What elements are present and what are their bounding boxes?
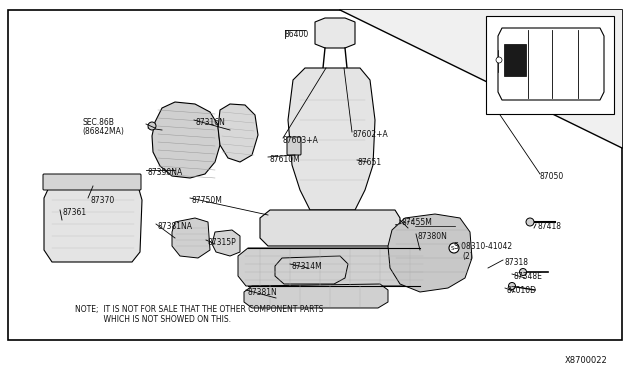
Polygon shape — [44, 180, 142, 262]
Text: X8700022: X8700022 — [565, 356, 608, 365]
Polygon shape — [172, 218, 210, 258]
Text: S 08310-41042: S 08310-41042 — [454, 242, 512, 251]
Text: 86400: 86400 — [285, 30, 309, 39]
Bar — [8, 10, 622, 340]
Circle shape — [520, 269, 527, 276]
Polygon shape — [260, 210, 400, 246]
Text: 87315P: 87315P — [208, 238, 237, 247]
Text: 87381NA: 87381NA — [158, 222, 193, 231]
Circle shape — [496, 57, 502, 63]
Polygon shape — [288, 68, 375, 210]
Text: 87602+A: 87602+A — [353, 130, 388, 139]
FancyBboxPatch shape — [43, 174, 141, 190]
Circle shape — [148, 122, 156, 130]
Text: 87651: 87651 — [358, 158, 382, 167]
Text: (86842MA): (86842MA) — [82, 127, 124, 136]
Polygon shape — [340, 10, 622, 148]
Text: SEC.86B: SEC.86B — [82, 118, 114, 127]
Text: 87050: 87050 — [540, 172, 564, 181]
Text: 87010D: 87010D — [507, 286, 537, 295]
Text: 87370: 87370 — [90, 196, 115, 205]
Text: 87314M: 87314M — [292, 262, 323, 271]
Text: NOTE;  IT IS NOT FOR SALE THAT THE OTHER COMPONENT PARTS
            WHICH IS NO: NOTE; IT IS NOT FOR SALE THAT THE OTHER … — [75, 305, 323, 324]
Polygon shape — [238, 248, 430, 286]
Text: 87390NA: 87390NA — [148, 168, 183, 177]
Text: S: S — [451, 246, 454, 250]
Text: 87455M: 87455M — [402, 218, 433, 227]
Text: 87318: 87318 — [505, 258, 529, 267]
Text: 87603+A: 87603+A — [283, 136, 319, 145]
Polygon shape — [498, 28, 604, 100]
Text: 87610M: 87610M — [270, 155, 301, 164]
Bar — [504, 44, 526, 76]
Polygon shape — [218, 104, 258, 162]
Circle shape — [449, 243, 459, 253]
Circle shape — [526, 218, 534, 226]
Text: 87750M: 87750M — [192, 196, 223, 205]
Text: 87316N: 87316N — [195, 118, 225, 127]
Text: (2): (2) — [462, 252, 473, 261]
Text: 87380N: 87380N — [418, 232, 448, 241]
Polygon shape — [244, 284, 388, 308]
Text: 87381N: 87381N — [248, 288, 278, 297]
Polygon shape — [388, 214, 472, 292]
FancyBboxPatch shape — [287, 137, 301, 155]
Polygon shape — [152, 102, 220, 178]
Text: 87418: 87418 — [538, 222, 562, 231]
Text: 87361: 87361 — [62, 208, 86, 217]
Polygon shape — [212, 230, 240, 256]
Polygon shape — [315, 18, 355, 48]
Circle shape — [509, 282, 515, 289]
Text: 87348E: 87348E — [514, 272, 543, 281]
Polygon shape — [275, 256, 348, 284]
Bar — [486, 16, 614, 114]
